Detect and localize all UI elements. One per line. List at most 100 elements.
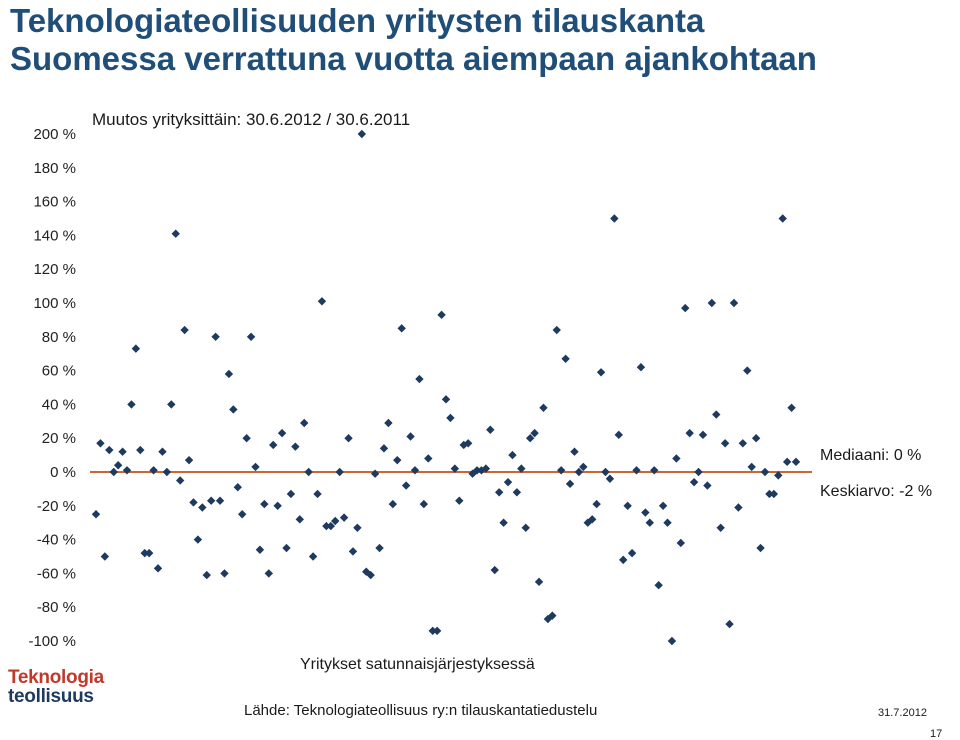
data-point [663, 518, 672, 527]
data-point [113, 461, 123, 470]
data-point [162, 467, 172, 477]
data-point [641, 508, 650, 517]
data-point [725, 619, 734, 629]
title-line-2: Suomessa verrattuna vuotta aiempaan ajan… [10, 40, 817, 77]
data-point [481, 464, 491, 473]
data-point [424, 454, 433, 463]
data-point [131, 344, 141, 353]
data-point [472, 466, 482, 475]
data-point [193, 535, 203, 544]
data-point [596, 368, 606, 377]
data-point [579, 462, 588, 472]
data-point [291, 442, 300, 451]
data-point [384, 418, 393, 428]
mean-annotation: Keskiarvo: -2 % [820, 483, 933, 500]
logo-line-2: teollisuus [8, 686, 94, 707]
data-point [140, 548, 149, 558]
data-point [149, 466, 158, 475]
data-point [614, 430, 623, 440]
data-point [636, 363, 646, 372]
y-tick-label: 20 % [42, 430, 76, 447]
data-point [180, 325, 189, 335]
data-point [760, 467, 770, 477]
data-point [765, 489, 774, 499]
data-point [109, 467, 118, 477]
data-point [778, 214, 787, 223]
data-point [530, 428, 539, 438]
data-point [206, 496, 216, 505]
data-point [694, 467, 703, 477]
data-point [610, 214, 619, 223]
data-point [242, 434, 251, 443]
x-axis-label: Yritykset satunnaisjärjestyksessä [300, 656, 535, 673]
data-point [167, 400, 176, 409]
data-point [326, 521, 336, 531]
data-point [300, 418, 309, 428]
data-point [198, 503, 207, 512]
data-point [588, 515, 597, 524]
data-point [756, 543, 765, 553]
y-tick-label: -40 % [37, 532, 76, 549]
data-point [605, 474, 615, 483]
data-point [388, 499, 398, 509]
data-point [393, 455, 402, 465]
y-tick-label: 0 % [50, 464, 76, 481]
data-point [698, 430, 708, 440]
data-point [211, 332, 220, 341]
data-point [406, 432, 415, 441]
data-point [552, 325, 561, 335]
data-point [703, 481, 712, 490]
page-number: 17 [930, 728, 943, 740]
data-point [490, 565, 499, 575]
data-point [543, 614, 553, 624]
data-point [707, 298, 717, 308]
data-point [556, 466, 566, 475]
data-point [534, 577, 544, 587]
company-logo: Teknologia teollisuus [8, 668, 104, 706]
chart-title: Muutos yrityksittäin: 30.6.2012 / 30.6.2… [92, 110, 411, 129]
y-tick-label: -20 % [37, 498, 76, 515]
data-point [565, 479, 575, 489]
data-point [601, 467, 610, 477]
data-point [308, 552, 318, 561]
data-point [269, 440, 278, 450]
data-point [494, 488, 504, 497]
data-point [681, 303, 690, 313]
data-point [251, 462, 260, 472]
data-point [446, 413, 455, 423]
data-point [455, 496, 464, 505]
data-point [91, 510, 101, 519]
data-point [689, 477, 699, 487]
data-point [685, 428, 694, 438]
data-point [158, 447, 167, 456]
y-tick-label: 120 % [33, 261, 76, 278]
data-point [787, 403, 796, 412]
data-point [650, 466, 659, 475]
data-point [751, 434, 761, 443]
data-point [570, 447, 579, 456]
data-point [729, 298, 739, 308]
title-line-1: Teknologiateollisuuden yritysten tilausk… [10, 2, 705, 39]
data-point [304, 467, 313, 477]
y-tick-label: -60 % [37, 565, 76, 582]
data-point [105, 445, 114, 455]
data-point [397, 324, 406, 333]
y-tick-label: -80 % [37, 599, 76, 616]
data-point [667, 636, 677, 646]
data-point [415, 374, 424, 384]
data-point [100, 552, 110, 561]
y-tick-label: 100 % [33, 295, 76, 312]
data-point [331, 516, 340, 526]
y-tick-label: 200 % [33, 126, 76, 143]
median-annotation: Mediaani: 0 % [820, 447, 922, 464]
data-point [654, 581, 663, 590]
y-tick-label: 180 % [33, 160, 76, 177]
data-point [623, 501, 632, 510]
y-tick-label: 80 % [42, 329, 76, 346]
data-point [676, 538, 686, 548]
data-point [561, 354, 570, 363]
data-point [419, 499, 429, 509]
data-point [791, 457, 801, 467]
data-point [344, 434, 353, 443]
